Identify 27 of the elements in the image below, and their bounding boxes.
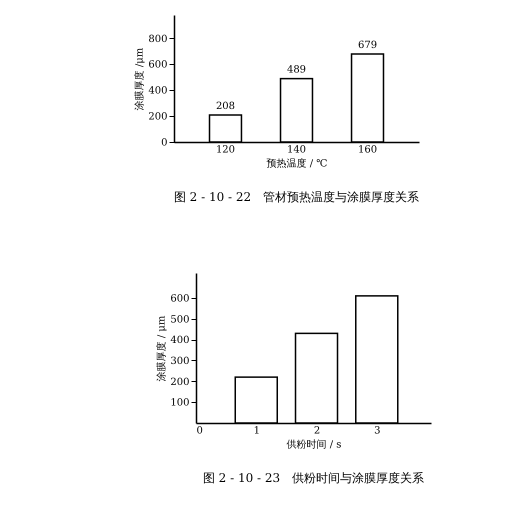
y-axis-title: 涂膜厚度 / μm (155, 315, 168, 382)
x-tick-label: 2 (314, 426, 320, 436)
x-tick-label: 120 (216, 144, 236, 156)
y-tick-label: 500 (170, 314, 190, 326)
text: 图 2 - 10 - 23 供粉时间与涂膜厚度关系 (202, 471, 424, 485)
x-tick-label: 140 (286, 144, 306, 156)
x-axis-title: 预热温度 / ℃ (266, 158, 328, 170)
x-axis-title: 供粉时间 / s (286, 438, 342, 450)
y-tick-label: 0 (161, 138, 168, 148)
y-axis-title: 涂膜厚度 /μm (133, 47, 146, 110)
y-tick-label: 100 (170, 398, 190, 409)
y-tick-label: 300 (170, 356, 190, 367)
y-tick-label: 400 (148, 86, 168, 97)
y-tick-label: 400 (170, 335, 190, 346)
data-label: 208 (216, 101, 236, 112)
x-tick-label: 1 (254, 426, 260, 436)
y-tick-label: 200 (170, 376, 190, 388)
x-tick-label: 160 (358, 144, 378, 156)
y-tick-label: 600 (148, 60, 168, 71)
data-label: 679 (358, 40, 378, 52)
x-tick-label: 3 (374, 426, 380, 436)
y-tick-label: 800 (148, 34, 168, 45)
x-tick-label: 0 (196, 426, 203, 436)
y-tick-label: 600 (170, 294, 190, 304)
y-tick-label: 200 (148, 112, 168, 123)
text: 图 2 - 10 - 22 管材预热温度与涂膜厚度关系 (174, 190, 420, 204)
data-label: 489 (286, 64, 306, 76)
